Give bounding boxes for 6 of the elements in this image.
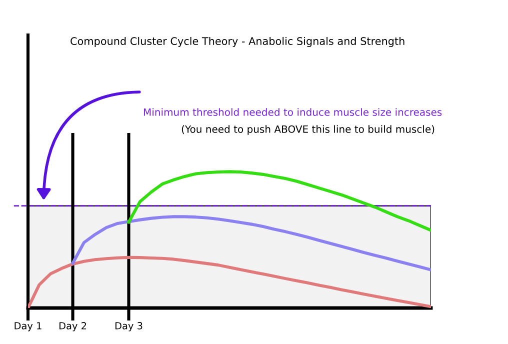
x-tick-label: Day 1 [14,322,42,332]
chart-title: Compound Cluster Cycle Theory - Anabolic Signals and Strength [70,36,404,48]
ref-line-label: Minimum threshold needed to induce muscle size increases [144,108,442,116]
x-tick-label: Day 2 [59,322,86,332]
text: (You need to push ABOVE this line to build muscle) [182,125,434,135]
x-tick-label: Day 3 [115,322,142,332]
